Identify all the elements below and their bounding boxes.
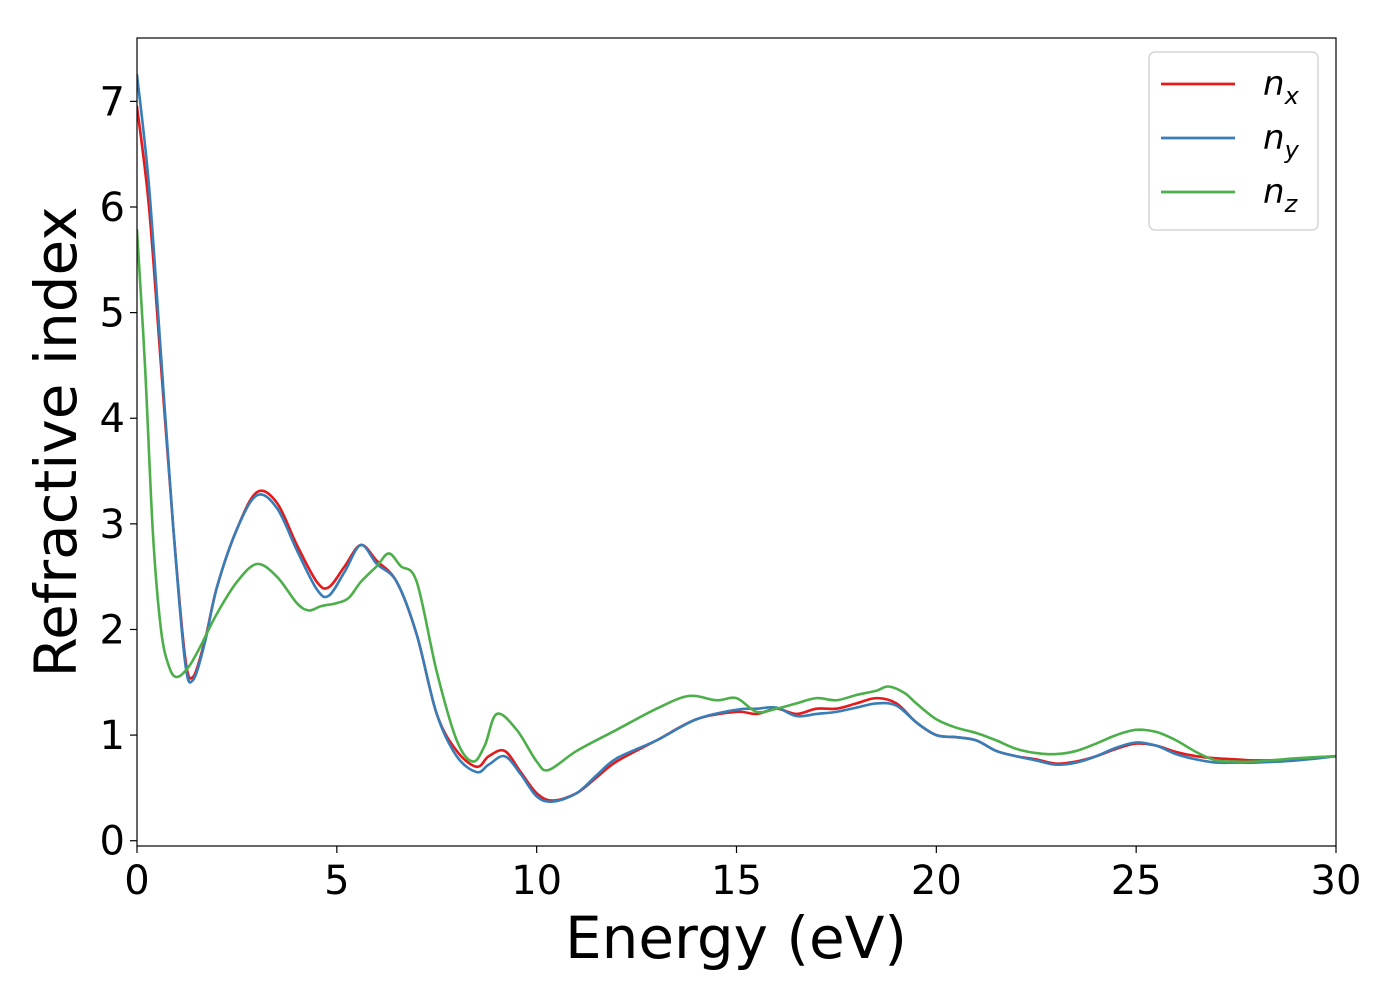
y-tick-label: 1 (100, 713, 125, 759)
y-tick-label: 0 (100, 819, 125, 865)
y-tick-label: 6 (100, 185, 125, 231)
y-tick-label: 7 (100, 79, 125, 125)
series-layer (137, 73, 1336, 804)
x-tick-label: 5 (324, 858, 349, 904)
legend: nx ny nz (1148, 51, 1319, 231)
series-line-y (137, 73, 1336, 804)
x-tick-label: 10 (511, 858, 562, 904)
y-tick-label: 4 (100, 396, 125, 442)
x-axis: 0 5 10 15 20 25 30 (124, 846, 1361, 904)
x-tick-label: 25 (1111, 858, 1162, 904)
y-tick-label: 3 (100, 502, 125, 548)
y-axis-label: Refractive index (22, 206, 90, 677)
x-tick-label: 30 (1311, 858, 1362, 904)
legend-label-z: nz (1263, 172, 1299, 218)
series-line-z (137, 228, 1336, 772)
x-tick-label: 20 (911, 858, 962, 904)
x-tick-label: 0 (124, 858, 149, 904)
y-axis: 0 1 2 3 4 5 6 7 (100, 79, 137, 865)
y-tick-label: 5 (100, 291, 125, 337)
x-axis-label: Energy (eV) (565, 904, 907, 972)
legend-label-y: ny (1263, 118, 1300, 164)
legend-label-x: nx (1263, 64, 1300, 110)
legend-box (1148, 51, 1319, 231)
x-tick-label: 15 (711, 858, 762, 904)
y-tick-label: 2 (100, 607, 125, 653)
